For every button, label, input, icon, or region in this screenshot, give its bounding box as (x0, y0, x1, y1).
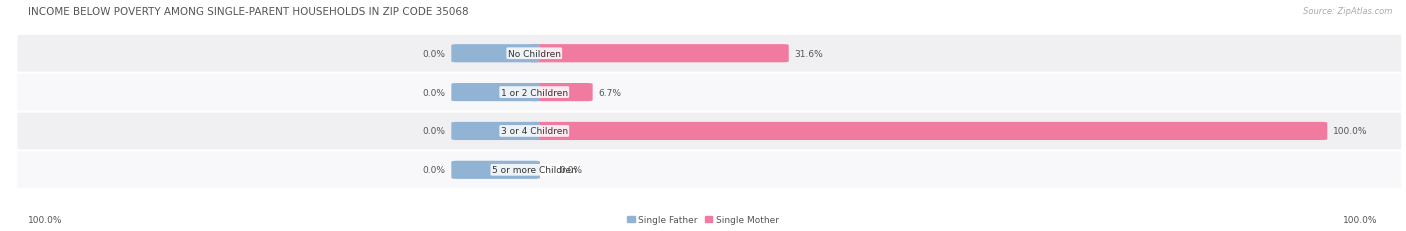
Text: 0.0%: 0.0% (423, 49, 446, 58)
FancyBboxPatch shape (17, 112, 1402, 150)
Text: 1 or 2 Children: 1 or 2 Children (501, 88, 568, 97)
FancyBboxPatch shape (529, 45, 789, 63)
FancyBboxPatch shape (17, 74, 1402, 112)
Text: INCOME BELOW POVERTY AMONG SINGLE-PARENT HOUSEHOLDS IN ZIP CODE 35068: INCOME BELOW POVERTY AMONG SINGLE-PARENT… (28, 7, 468, 17)
Text: 5 or more Children: 5 or more Children (492, 166, 576, 175)
Text: No Children: No Children (508, 49, 561, 58)
Text: 100.0%: 100.0% (1343, 215, 1378, 224)
Text: 3 or 4 Children: 3 or 4 Children (501, 127, 568, 136)
Text: 0.0%: 0.0% (423, 166, 446, 175)
FancyBboxPatch shape (451, 122, 540, 140)
Text: 6.7%: 6.7% (599, 88, 621, 97)
Text: Source: ZipAtlas.com: Source: ZipAtlas.com (1302, 7, 1392, 16)
Legend: Single Father, Single Mother: Single Father, Single Mother (627, 215, 779, 224)
FancyBboxPatch shape (17, 35, 1402, 73)
FancyBboxPatch shape (529, 122, 1327, 140)
Text: 0.0%: 0.0% (560, 166, 582, 175)
Text: 0.0%: 0.0% (423, 88, 446, 97)
FancyBboxPatch shape (451, 45, 540, 63)
Text: 0.0%: 0.0% (423, 127, 446, 136)
FancyBboxPatch shape (451, 84, 540, 102)
Text: 100.0%: 100.0% (1333, 127, 1368, 136)
Text: 100.0%: 100.0% (28, 215, 63, 224)
FancyBboxPatch shape (529, 84, 593, 102)
Text: 31.6%: 31.6% (794, 49, 823, 58)
FancyBboxPatch shape (17, 151, 1402, 189)
FancyBboxPatch shape (451, 161, 540, 179)
